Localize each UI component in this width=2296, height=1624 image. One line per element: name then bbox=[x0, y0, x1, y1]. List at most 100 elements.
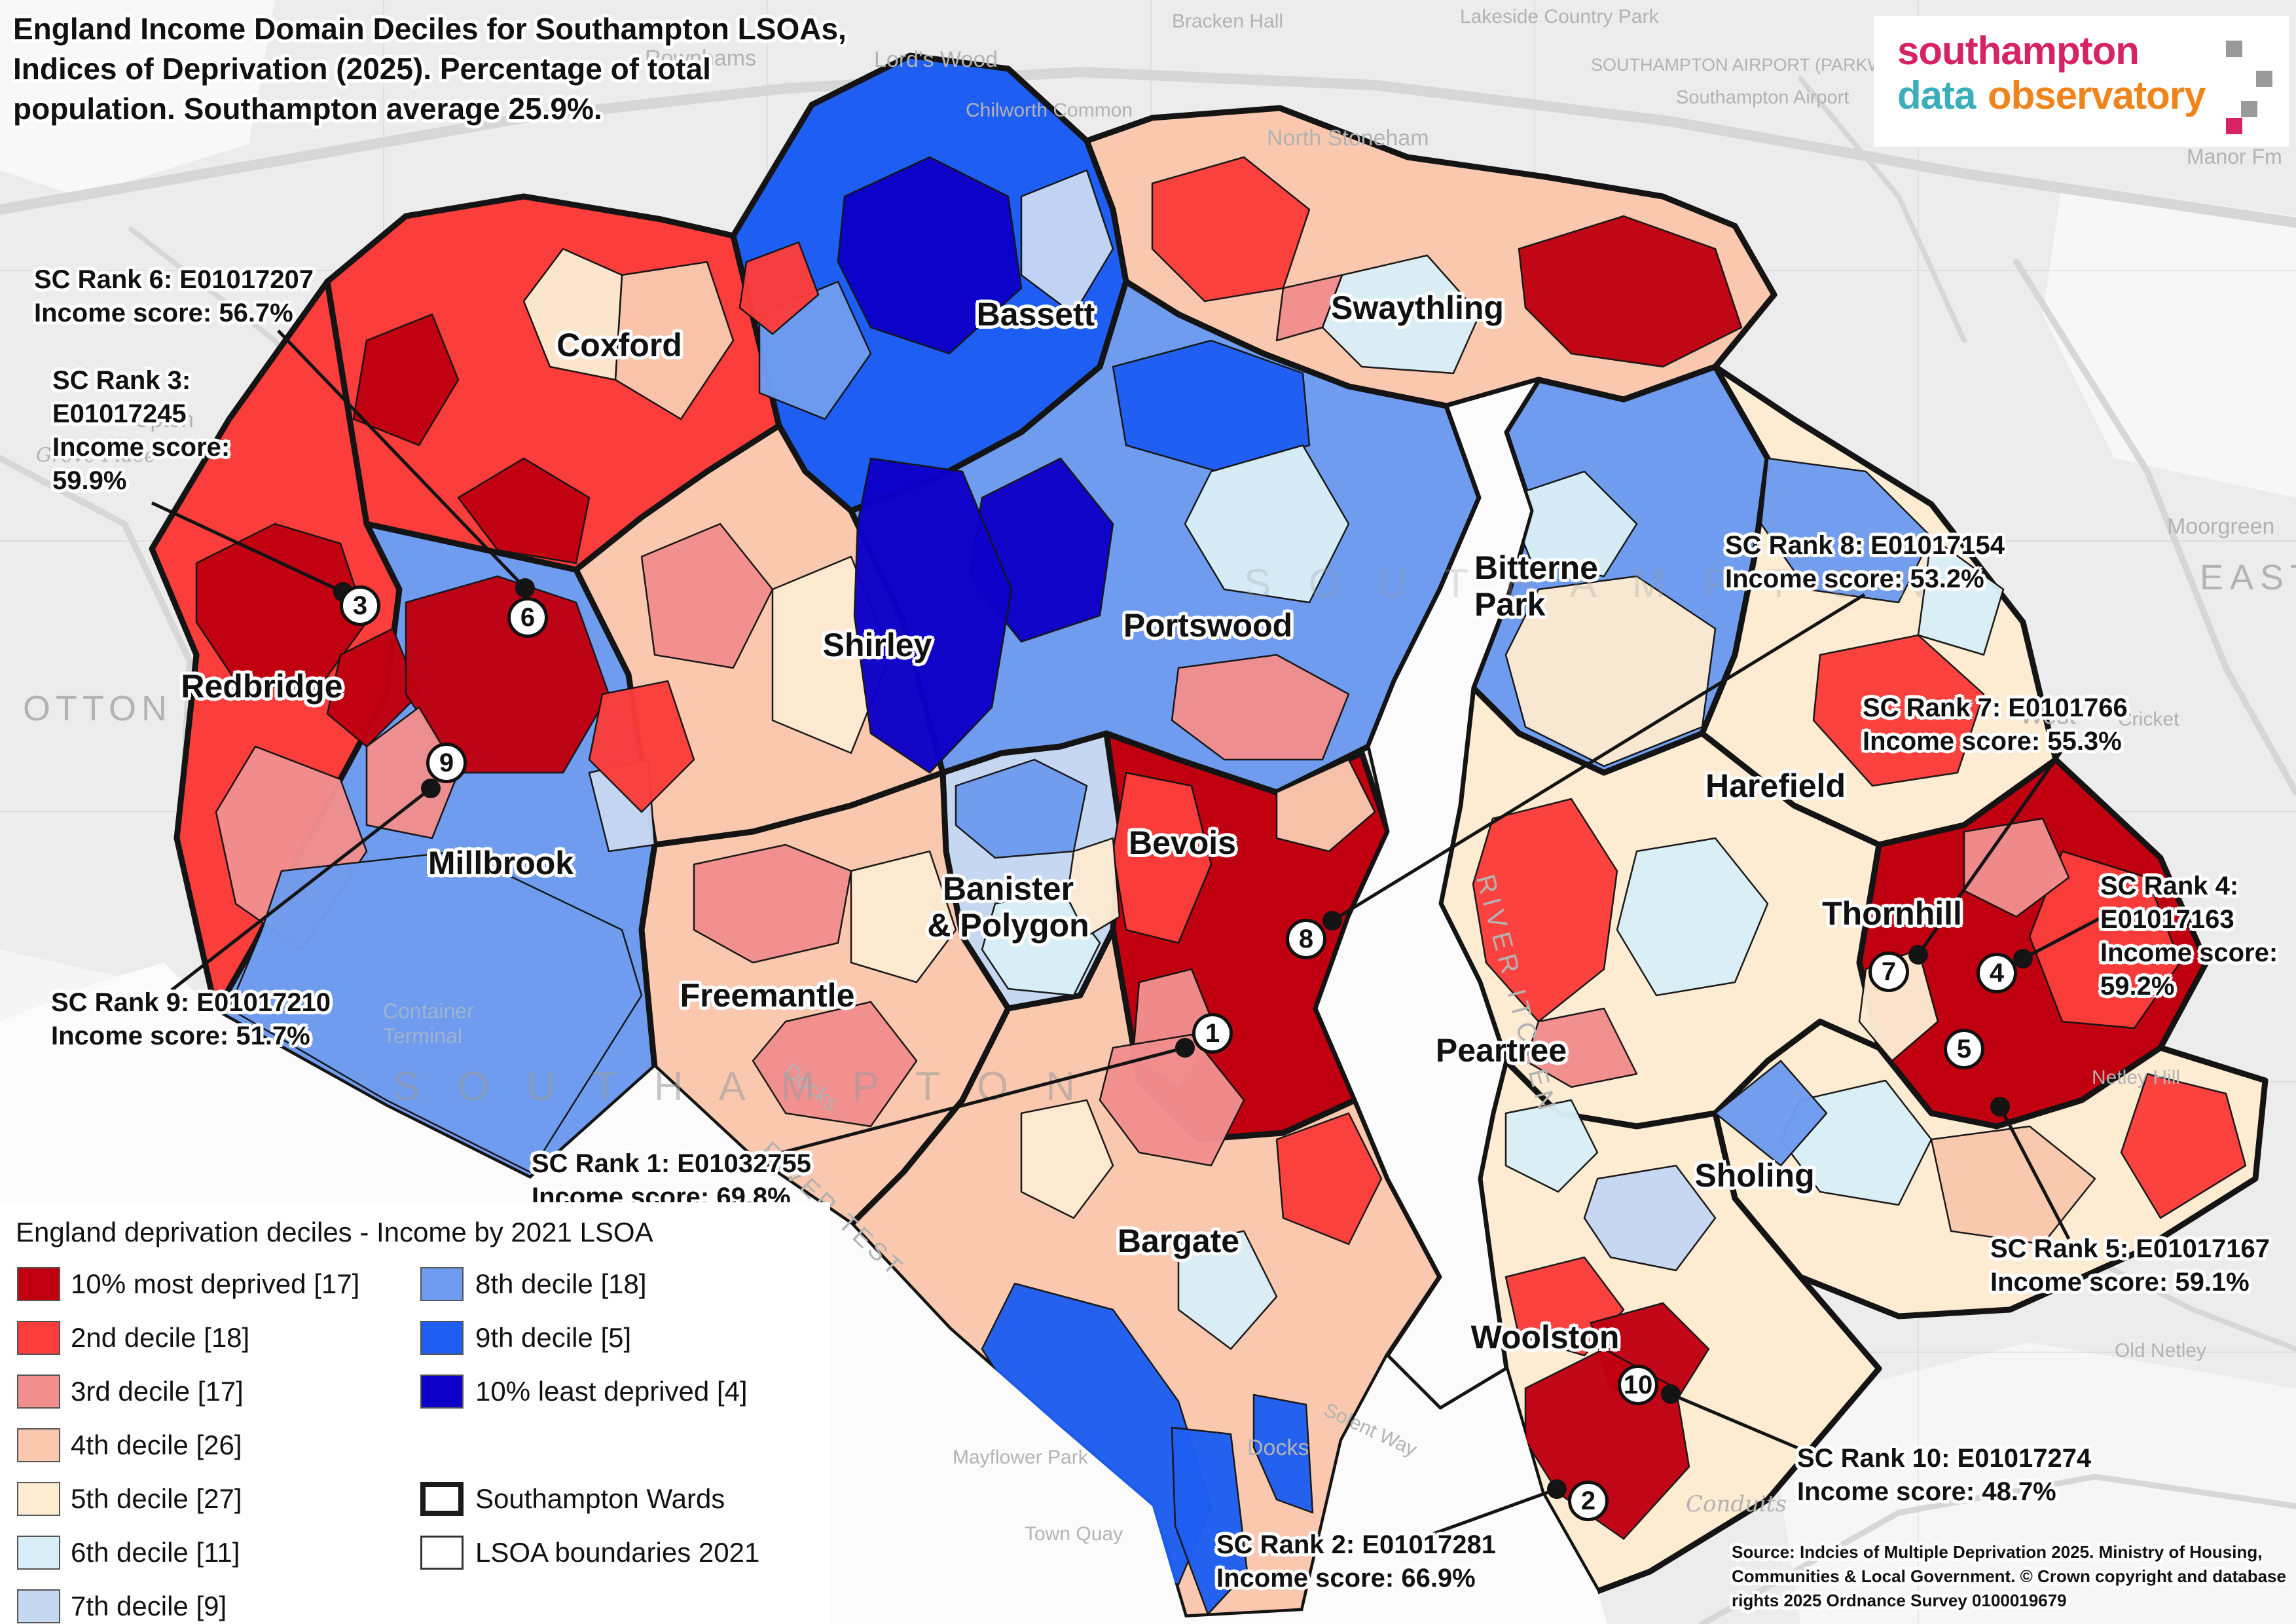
rank-marker-2: 2 bbox=[1568, 1481, 1609, 1521]
logo-pixel-icon bbox=[2226, 118, 2242, 134]
bm-label: Netley Hill bbox=[2092, 1067, 2180, 1088]
ward-label-bargate: Bargate bbox=[1117, 1223, 1240, 1259]
bm-label: Container bbox=[383, 999, 474, 1023]
legend-label: 8th decile [18] bbox=[475, 1268, 647, 1299]
legend-label: Southampton Wards bbox=[475, 1483, 725, 1514]
river-itchen bbox=[1314, 378, 1540, 1410]
legend-swatch-wards bbox=[420, 1482, 464, 1516]
ward-label-peartree: Peartree bbox=[1435, 1032, 1567, 1069]
annotation-rank-10: SC Rank 10: E01017274 Income score: 48.7… bbox=[1797, 1444, 2092, 1506]
legend-label: 5th decile [27] bbox=[71, 1483, 242, 1514]
legend-swatch-lsoa bbox=[420, 1536, 464, 1570]
legend-swatch bbox=[17, 1536, 60, 1570]
source-attribution: Source: Indcies of Multiple Deprivation … bbox=[1732, 1542, 2286, 1610]
dock-finger bbox=[1171, 1426, 1248, 1615]
logo-word-data: data bbox=[1897, 73, 1976, 117]
legend-swatch bbox=[17, 1375, 60, 1409]
bm-label: EASTLEIGH bbox=[2200, 558, 2296, 597]
city-watermark: S O U T H A M P T O N bbox=[1244, 561, 1939, 606]
rank-marker-9: 9 bbox=[426, 743, 467, 783]
ward-label-redbridge: Redbridge bbox=[181, 668, 343, 705]
annotation-rank-6: SC Rank 6: E01017207 Income score: 56.7% bbox=[34, 265, 314, 327]
ward-label-bevois: Bevois bbox=[1129, 824, 1236, 861]
bm-label: Southampton Airport bbox=[1676, 87, 1849, 108]
ward-label-bitterne-park: Bitterne Park bbox=[1474, 549, 1598, 623]
logo-word-observatory: observatory bbox=[1988, 73, 2206, 117]
bm-label: Manor Fm bbox=[2187, 145, 2282, 168]
basemap-labels: Rownhams Lord's Wood Chilworth Common Br… bbox=[23, 6, 2296, 1545]
legend-label: 9th decile [5] bbox=[475, 1322, 632, 1353]
rank-marker-number: 3 bbox=[352, 591, 368, 620]
ward-label-coxford: Coxford bbox=[556, 327, 682, 363]
annotation-rank-5: SC Rank 5: E01017167 Income score: 59.1% bbox=[1990, 1234, 2270, 1297]
legend-label: 10% least deprived [4] bbox=[475, 1376, 748, 1407]
legend-title: England deprivation deciles - Income by … bbox=[16, 1217, 653, 1247]
legend-swatch bbox=[420, 1321, 464, 1355]
legend-swatch bbox=[420, 1267, 464, 1301]
ward-label-banister-polygon: Banister & Polygon bbox=[927, 870, 1089, 944]
ward-label-portswood: Portswood bbox=[1123, 607, 1293, 644]
logo-pixel-icon bbox=[2241, 101, 2257, 117]
legend-panel: England deprivation deciles - Income by … bbox=[0, 1202, 830, 1624]
rank-marker-10: 10 bbox=[1618, 1365, 1658, 1405]
lsoa-patches bbox=[195, 156, 2247, 1586]
city-watermark: S O U T H A M P T O N bbox=[393, 1064, 1088, 1109]
rank-marker-4: 4 bbox=[1977, 953, 2017, 993]
logo-pixel-icon bbox=[2226, 41, 2242, 57]
rank-marker-number: 6 bbox=[520, 602, 536, 632]
bm-label: Grove Place bbox=[36, 444, 156, 467]
logo: southampton data observatory bbox=[1874, 16, 2289, 147]
page-title: England Income Domain Deciles for Southa… bbox=[13, 12, 847, 126]
legend-label: 7th decile [9] bbox=[71, 1591, 227, 1621]
rank-marker-8: 8 bbox=[1286, 919, 1326, 959]
bm-label: Docks bbox=[1247, 1435, 1309, 1460]
bm-label: Lord's Wood bbox=[874, 47, 998, 72]
ward-label-swaythling: Swaythling bbox=[1331, 289, 1504, 326]
bm-label: Moorgreen bbox=[2167, 514, 2274, 539]
rank-marker-number: 9 bbox=[439, 748, 454, 777]
ward-label-millbrook: Millbrook bbox=[428, 845, 574, 881]
ward-label-shirley: Shirley bbox=[822, 627, 932, 663]
legend-swatch bbox=[17, 1482, 60, 1516]
legend-swatch bbox=[17, 1428, 60, 1462]
legend-swatch bbox=[17, 1321, 60, 1355]
rank-marker-number: 7 bbox=[1881, 957, 1897, 986]
ward-label-thornhill: Thornhill bbox=[1822, 895, 1962, 932]
bm-label: Rownhams bbox=[645, 46, 756, 71]
bm-label: Town Quay bbox=[1025, 1523, 1123, 1545]
bm-label: Conduits bbox=[1686, 1491, 1787, 1517]
legend-label: 2nd decile [18] bbox=[71, 1322, 250, 1353]
bm-label: OTTON bbox=[23, 689, 172, 728]
bm-label: Old Netley bbox=[2115, 1340, 2206, 1361]
rank-marker-number: 5 bbox=[1956, 1034, 1972, 1063]
legend-swatch bbox=[17, 1267, 60, 1301]
rank-marker-1: 1 bbox=[1192, 1013, 1233, 1054]
rank-marker-number: 1 bbox=[1205, 1018, 1220, 1048]
rank-marker-3: 3 bbox=[340, 585, 380, 626]
legend-swatch bbox=[420, 1375, 464, 1409]
annotation-rank-2: SC Rank 2: E01017281 Income score: 66.9% bbox=[1216, 1530, 1496, 1593]
legend-swatch bbox=[17, 1589, 60, 1623]
bm-label: Mayflower Park bbox=[953, 1447, 1089, 1468]
legend-label: 6th decile [11] bbox=[71, 1537, 240, 1568]
bm-label: West bbox=[2020, 702, 2076, 729]
ward-label-sholing: Sholing bbox=[1694, 1157, 1815, 1194]
rank-marker-number: 4 bbox=[1989, 958, 2005, 987]
bm-label: Cricket bbox=[2118, 709, 2179, 730]
annotation-rank-4: SC Rank 4: E01017163 Income score: 59.2% bbox=[2100, 872, 2278, 1001]
ward-label-freemantle: Freemantle bbox=[680, 977, 855, 1014]
rank-marker-number: 10 bbox=[1623, 1370, 1653, 1399]
legend-label: LSOA boundaries 2021 bbox=[475, 1537, 760, 1568]
legend-label: 10% most deprived [17] bbox=[71, 1268, 360, 1299]
bm-label: Upton bbox=[134, 407, 194, 432]
legend-label: 4th decile [26] bbox=[71, 1430, 242, 1460]
bm-label: North Stoneham bbox=[1267, 126, 1429, 151]
rank-marker-7: 7 bbox=[1868, 951, 1909, 992]
ward-label-harefield: Harefield bbox=[1705, 767, 1846, 804]
bm-label: Chilworth Common bbox=[966, 100, 1133, 121]
bm-label: Lakeside Country Park bbox=[1460, 6, 1659, 28]
annotation-leaders bbox=[151, 329, 2104, 1542]
ward-label-bassett: Bassett bbox=[976, 296, 1095, 333]
